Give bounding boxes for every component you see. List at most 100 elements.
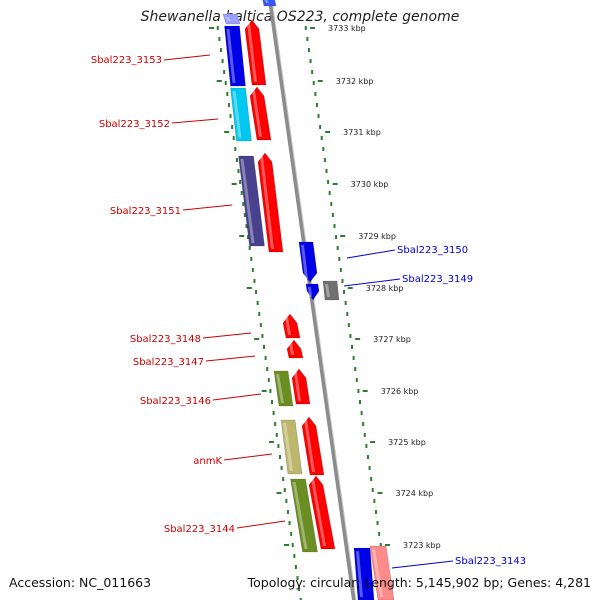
ruler-dot-right: [346, 312, 349, 316]
cds-arrow-shine: [304, 420, 315, 472]
ruler-dot-right: [363, 433, 366, 437]
tick-label: 3731 kbp: [343, 128, 381, 137]
ruler-dot-right: [371, 488, 374, 492]
ruler-dot-left: [294, 565, 297, 569]
tick-mark-left: [284, 544, 290, 546]
ruler-dot-right: [304, 26, 307, 30]
gene-block-shine: [276, 374, 284, 403]
ruler-dot-left: [258, 312, 261, 316]
ruler-dot-right: [327, 180, 330, 184]
ruler-dot-left: [285, 499, 288, 503]
gene-label-leader: [223, 453, 273, 461]
tick-label: 3728 kbp: [366, 284, 404, 293]
ruler-dot-left: [224, 81, 227, 85]
gene-label-leader: [236, 520, 286, 529]
ruler-dot-right: [379, 543, 382, 547]
genome-backbone-highlight: [271, 0, 357, 600]
ruler-dot-right: [354, 367, 357, 371]
tick-mark-left: [269, 441, 275, 443]
tick-mark-left: [216, 80, 222, 82]
ruler-dot-left: [247, 235, 250, 239]
ruler-dot-right: [338, 257, 341, 261]
ruler-dot-left: [290, 532, 293, 536]
cds-arrow-shine: [247, 23, 257, 82]
ruler-dot-left: [223, 70, 226, 74]
tick-mark-left: [276, 492, 282, 494]
tick-mark-left: [231, 183, 237, 185]
cds-arrow: [257, 152, 284, 253]
cds-arrow-shine: [285, 317, 291, 335]
ruler-dot-left: [237, 169, 240, 173]
ruler-dot-left: [231, 125, 234, 129]
cds-arrow: [301, 416, 325, 476]
ruler-dot-right: [328, 191, 331, 195]
cds-arrow: [291, 368, 311, 405]
cds-arrow: [282, 313, 301, 339]
cds-arrow-shine: [372, 549, 383, 597]
tick-mark-left: [239, 235, 245, 237]
ruler-dot-right: [370, 477, 373, 481]
gene-label: Sbal223_3151: [110, 206, 181, 217]
gene-label-leader: [202, 332, 252, 339]
ruler-dot-right: [309, 59, 312, 63]
ruler-dot-right: [368, 466, 371, 470]
ruler-dot-right: [341, 279, 344, 283]
ruler-dot-left: [259, 323, 262, 327]
ruler-dot-left: [277, 444, 280, 448]
tick-mark-right: [325, 131, 331, 133]
gene-block: [322, 280, 340, 301]
ruler-dot-right: [312, 81, 315, 85]
gene-label: anmK: [193, 456, 222, 467]
gene-label: Sbal223_3150: [397, 245, 468, 256]
ruler-dot-left: [234, 147, 237, 151]
cds-arrow-shine: [252, 90, 262, 137]
gene-label: Sbal223_3144: [164, 524, 235, 535]
ruler-dot-left: [282, 477, 285, 481]
tick-label: 3726 kbp: [381, 387, 419, 396]
gene-block: [298, 241, 318, 283]
ruler-dot-left: [264, 356, 267, 360]
gene-label: Sbal223_3153: [91, 55, 162, 66]
cds-arrow-shine: [311, 479, 326, 546]
gene-label-leader: [205, 355, 256, 362]
ruler-dot-left: [271, 400, 273, 404]
ruler-dot-right: [325, 169, 328, 173]
ruler-dot-right: [339, 268, 342, 272]
cds-arrow: [249, 86, 272, 141]
ruler-dot-left: [286, 510, 289, 514]
gene-block-shine: [240, 159, 255, 243]
ruler-dot-left: [235, 158, 238, 162]
genome-backbone: [267, 0, 357, 600]
tick-mark-right: [362, 390, 368, 392]
ruler-dot-right: [378, 532, 381, 536]
ruler-dot-right: [315, 103, 318, 107]
tick-label: 3732 kbp: [336, 77, 374, 86]
tick-mark-left: [261, 390, 267, 392]
ruler-dot-right: [335, 235, 338, 239]
ruler-dot-left: [283, 488, 286, 492]
ruler-dot-left: [232, 136, 235, 140]
ruler-dot-left: [251, 268, 254, 272]
gene-label: Sbal223_3143: [455, 556, 526, 567]
ruler-dot-right: [330, 202, 333, 206]
ruler-dot-right: [323, 158, 326, 162]
ruler-dot-left: [229, 114, 232, 118]
gene-block: [222, 13, 241, 25]
ruler-dot-left: [274, 422, 277, 426]
ruler-dot-left: [218, 37, 221, 41]
cds-arrow: [286, 339, 304, 359]
ruler-dot-right: [374, 510, 377, 514]
ruler-dot-right: [319, 125, 322, 129]
gene-label-leader: [391, 560, 454, 569]
tick-mark-left: [246, 287, 252, 289]
ruler-dot-left: [240, 191, 243, 195]
ruler-dot-left: [243, 213, 246, 217]
ruler-dot-left: [278, 455, 281, 459]
ruler-dot-right: [307, 48, 310, 52]
tick-mark-right: [347, 287, 353, 289]
ruler-dot-right: [347, 323, 350, 327]
ruler-dot-right: [306, 37, 309, 41]
gene-block-shine: [301, 245, 308, 279]
tick-mark-right: [355, 338, 361, 340]
